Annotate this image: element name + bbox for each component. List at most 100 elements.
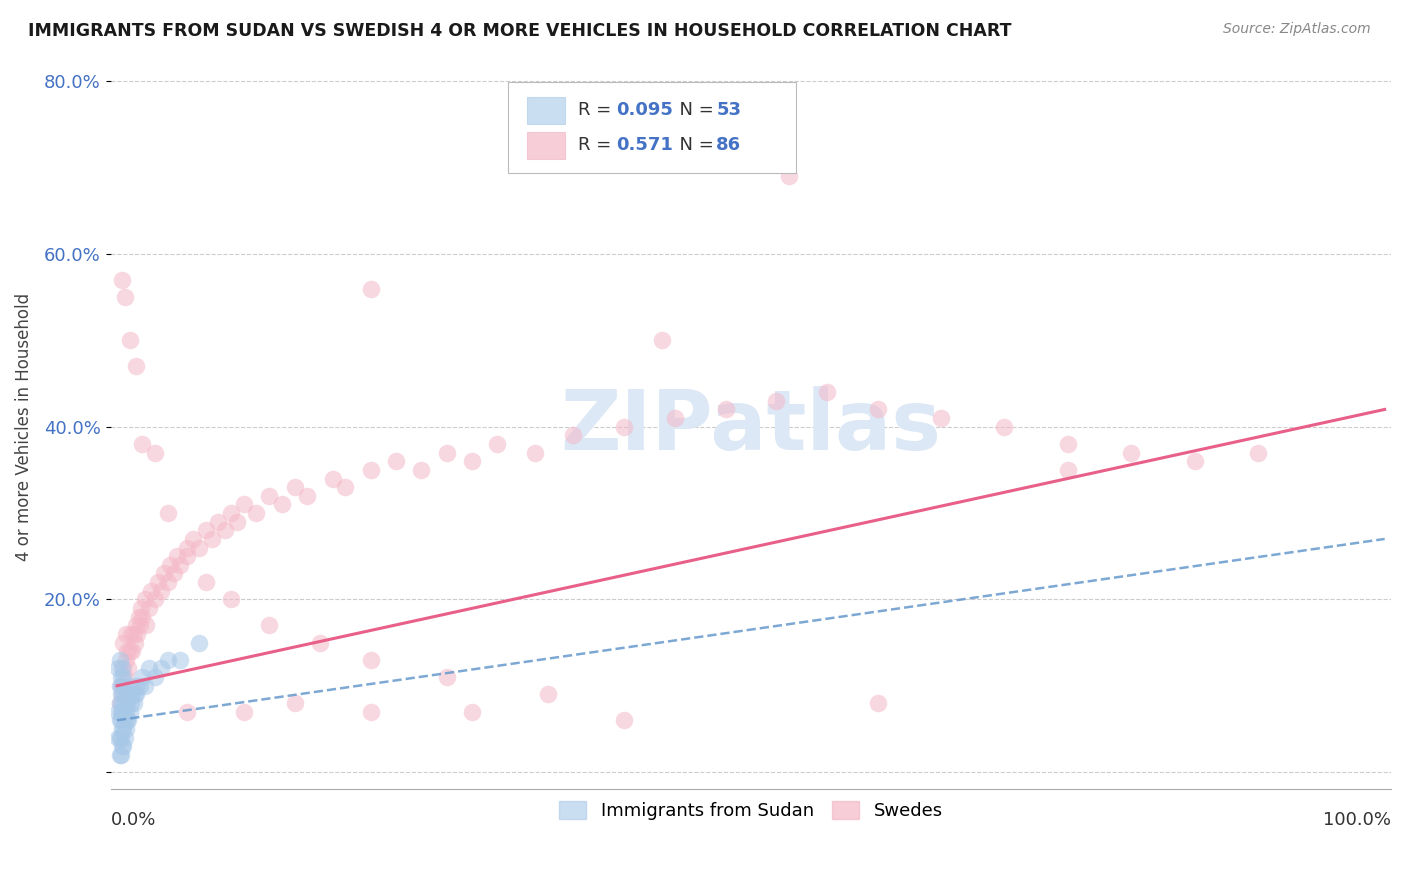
Point [108, 696, 131, 710]
Point [121, 687, 143, 701]
Point [125, 359, 148, 374]
Point [436, 670, 458, 684]
Point [283, 696, 305, 710]
Point [108, 696, 131, 710]
Point [156, 653, 179, 667]
Point [108, 679, 131, 693]
Text: 0.571: 0.571 [616, 136, 673, 153]
FancyBboxPatch shape [508, 82, 796, 173]
Point [115, 696, 138, 710]
Point [214, 524, 236, 538]
Point [111, 722, 134, 736]
Point [112, 705, 135, 719]
Text: N =: N = [668, 101, 718, 119]
Point [120, 696, 142, 710]
Point [1056, 437, 1078, 451]
Point [232, 497, 254, 511]
Point [114, 731, 136, 745]
FancyBboxPatch shape [527, 131, 565, 159]
Point [176, 541, 198, 555]
Y-axis label: 4 or more Vehicles in Household: 4 or more Vehicles in Household [15, 293, 32, 561]
Point [111, 696, 134, 710]
Text: ZIPatlas: ZIPatlas [561, 386, 942, 467]
Point [150, 583, 173, 598]
Point [159, 558, 181, 572]
Point [360, 705, 382, 719]
Point [436, 445, 458, 459]
Point [866, 402, 889, 417]
Point [613, 419, 636, 434]
Point [257, 489, 280, 503]
Point [108, 653, 131, 667]
Text: IMMIGRANTS FROM SUDAN VS SWEDISH 4 OR MORE VEHICLES IN HOUSEHOLD CORRELATION CHA: IMMIGRANTS FROM SUDAN VS SWEDISH 4 OR MO… [28, 22, 1012, 40]
Point [134, 592, 156, 607]
Point [664, 411, 686, 425]
Point [778, 169, 800, 184]
Point [169, 558, 191, 572]
Point [486, 437, 509, 451]
Point [107, 705, 129, 719]
Point [166, 549, 188, 564]
Point [114, 713, 136, 727]
Point [131, 670, 153, 684]
Point [112, 670, 135, 684]
Point [110, 687, 132, 701]
Point [1247, 445, 1270, 459]
Point [114, 290, 136, 304]
Point [461, 454, 484, 468]
Point [112, 739, 135, 754]
Legend: Immigrants from Sudan, Swedes: Immigrants from Sudan, Swedes [553, 794, 950, 828]
Point [138, 601, 160, 615]
Point [308, 635, 330, 649]
Text: N =: N = [668, 136, 718, 153]
Point [270, 497, 292, 511]
Point [122, 696, 145, 710]
Point [360, 281, 382, 295]
Point [110, 670, 132, 684]
Point [163, 566, 186, 581]
Point [929, 411, 952, 425]
Point [124, 635, 146, 649]
Point [131, 609, 153, 624]
Point [111, 679, 134, 693]
Point [143, 445, 166, 459]
Point [115, 687, 138, 701]
Point [108, 747, 131, 762]
Point [127, 627, 149, 641]
Point [115, 653, 138, 667]
Point [194, 524, 217, 538]
Point [110, 731, 132, 745]
Point [112, 722, 135, 736]
Text: 0.0%: 0.0% [111, 811, 156, 829]
Point [815, 385, 838, 400]
Point [118, 644, 141, 658]
Point [118, 705, 141, 719]
Text: 86: 86 [716, 136, 741, 153]
Point [111, 273, 134, 287]
Text: 0.095: 0.095 [616, 101, 673, 119]
Point [1056, 463, 1078, 477]
Point [141, 583, 163, 598]
Point [156, 575, 179, 590]
Point [537, 687, 560, 701]
Point [134, 679, 156, 693]
Point [176, 705, 198, 719]
Point [117, 661, 139, 675]
Point [120, 627, 142, 641]
Point [207, 515, 229, 529]
FancyBboxPatch shape [527, 96, 565, 124]
Point [107, 731, 129, 745]
Point [111, 661, 134, 675]
Point [651, 334, 673, 348]
Point [117, 687, 139, 701]
Point [107, 661, 129, 675]
Point [114, 696, 136, 710]
Text: R =: R = [578, 136, 617, 153]
Point [110, 705, 132, 719]
Point [188, 541, 211, 555]
Text: R =: R = [578, 101, 617, 119]
Point [169, 653, 191, 667]
Point [1184, 454, 1206, 468]
Point [110, 679, 132, 693]
Point [135, 618, 157, 632]
